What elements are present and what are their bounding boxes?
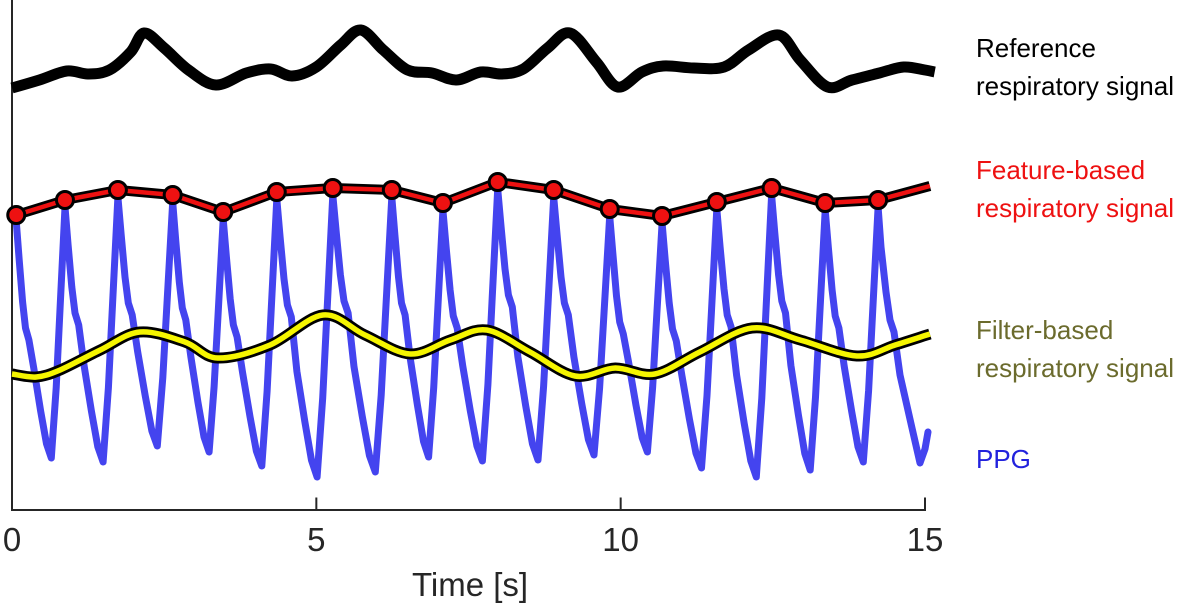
feature-signal-marker xyxy=(432,193,453,213)
feature-signal-marker xyxy=(322,178,343,198)
x-tick-label: 5 xyxy=(307,521,325,558)
feature-signal-marker xyxy=(107,180,128,200)
x-tick-label: 10 xyxy=(602,521,639,558)
feature-signal-marker xyxy=(599,199,620,219)
label-filter-line1: Filter-based xyxy=(976,315,1114,345)
feature-signal-marker xyxy=(815,193,836,213)
feature-signal-marker xyxy=(652,206,673,226)
reference-signal-path xyxy=(10,24,936,94)
label-ppg-signal: PPG xyxy=(976,440,1031,478)
feature-signal-marker xyxy=(706,192,727,212)
label-reference-line2: respiratory signal xyxy=(976,71,1174,101)
x-tick-label: 15 xyxy=(907,521,944,558)
feature-signal-marker xyxy=(6,205,27,225)
label-feature-line1: Feature-based xyxy=(976,155,1146,185)
x-axis-title: Time [s] xyxy=(411,566,529,603)
feature-signal-outline-path xyxy=(14,177,932,221)
label-feature-signal: Feature-based respiratory signal xyxy=(976,151,1174,227)
feature-signal-marker xyxy=(381,180,402,200)
ppg-signal-path xyxy=(12,185,932,481)
label-filter-signal: Filter-based respiratory signal xyxy=(976,311,1174,387)
label-ppg-text: PPG xyxy=(976,444,1031,474)
feature-signal-marker xyxy=(761,178,782,198)
label-reference-signal: Reference respiratory signal xyxy=(976,29,1174,105)
x-tick-label: 0 xyxy=(3,521,21,558)
label-filter-line2: respiratory signal xyxy=(976,353,1174,383)
filter-signal-path xyxy=(11,312,931,380)
feature-signal-marker xyxy=(266,182,287,202)
feature-signal-marker xyxy=(54,190,75,210)
feature-signal-marker xyxy=(213,202,234,222)
feature-signal-marker xyxy=(543,180,564,200)
feature-signal-marker xyxy=(868,190,889,210)
label-reference-line1: Reference xyxy=(976,33,1096,63)
feature-signal-marker xyxy=(487,172,508,192)
feature-signal-marker xyxy=(162,185,183,205)
label-feature-line2: respiratory signal xyxy=(976,193,1174,223)
